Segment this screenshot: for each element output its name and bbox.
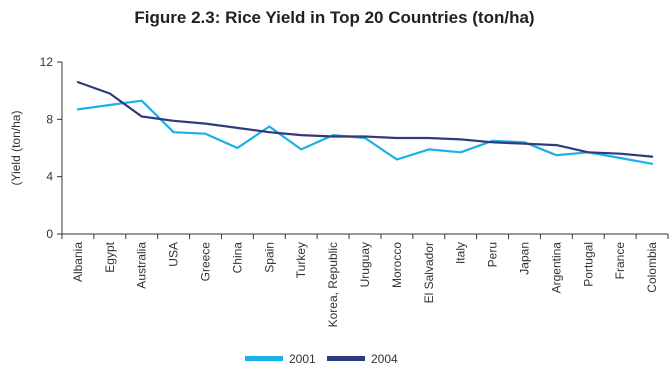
x-tick-label: Australia: [135, 242, 149, 289]
legend-swatch-2004: [327, 356, 365, 361]
x-tick-label: China: [230, 242, 244, 274]
x-tick-label: France: [613, 242, 627, 280]
x-tick-label: Portugal: [581, 242, 595, 287]
x-tick-label: USA: [167, 242, 181, 267]
x-tick-label: Uruguay: [358, 242, 372, 287]
series-layer: [76, 80, 654, 165]
y-axis-title: (Yield (ton/ha): [9, 111, 23, 186]
y-tick-labels: 0 4 8 12: [40, 55, 54, 241]
x-tick-label: Peru: [486, 242, 500, 267]
series-line-2001: [76, 99, 654, 165]
x-tick-label: Korea, Republic: [326, 242, 340, 327]
series-line-2004: [76, 80, 654, 158]
x-tick-label: El Salvador: [422, 242, 436, 303]
x-tick-labels: Albania Egypt Australia USA Greece China Spain…: [71, 241, 659, 327]
x-tick-label: Colombia: [645, 242, 659, 293]
x-tick-label: Egypt: [103, 241, 117, 272]
x-tick-label: Turkey: [294, 242, 308, 278]
x-tick-label: Greece: [199, 242, 213, 282]
x-tick-label: Argentina: [549, 242, 563, 294]
chart-title: Figure 2.3: Rice Yield in Top 20 Countri…: [134, 8, 535, 27]
x-tick-label: Spain: [262, 242, 276, 273]
legend-swatch-2001: [245, 356, 283, 361]
legend-label-2001: 2001: [289, 352, 316, 366]
y-tick-label: 4: [46, 170, 53, 184]
axes: [57, 61, 669, 239]
x-tick-label: Japan: [517, 242, 531, 275]
legend-label-2004: 2004: [371, 352, 398, 366]
x-tick-label: Italy: [454, 242, 468, 264]
y-tick-label: 12: [40, 55, 54, 69]
legend: 2001 2004: [245, 352, 398, 366]
y-tick-label: 0: [46, 227, 53, 241]
y-axis-title-group: (Yield (ton/ha): [9, 111, 23, 186]
x-tick-label: Morocco: [390, 242, 404, 288]
y-tick-label: 8: [46, 112, 53, 126]
x-tick-label: Albania: [71, 242, 85, 282]
